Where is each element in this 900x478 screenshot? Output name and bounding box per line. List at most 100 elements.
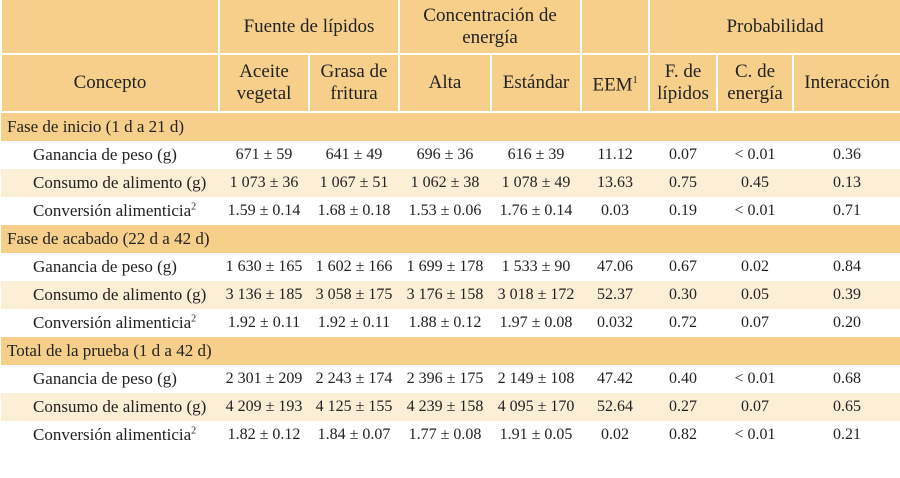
row-label: Conversión alimenticia2	[1, 309, 219, 337]
data-row: Ganancia de peso (g) 1 630 ± 165 1 602 ± 1…	[1, 253, 900, 281]
section-title: Total de la prueba (1 d a 42 d)	[1, 337, 900, 365]
cell: 1 078 ± 49	[491, 169, 582, 197]
section-row: Fase de acabado (22 d a 42 d)	[1, 225, 900, 253]
cell: 0.19	[669, 202, 698, 219]
data-row: Ganancia de peso (g) 2 301 ± 209 2 243 ± 1…	[1, 365, 900, 393]
section-title: Fase de inicio (1 d a 21 d)	[1, 112, 900, 141]
cell: < 0.01	[734, 370, 776, 387]
cell: 1.77 ± 0.08	[408, 426, 482, 443]
cell: 0.032	[597, 314, 634, 331]
footnote-mark: 2	[191, 313, 197, 325]
cell: 1 602 ± 166	[315, 258, 393, 275]
cell: 0.21	[833, 426, 862, 443]
group-header: Probabilidad	[648, 0, 900, 55]
cell: 1 067 ± 51	[309, 169, 400, 197]
cell: 0.40	[669, 370, 698, 387]
column-header: F. de lípidos	[648, 54, 719, 113]
cell: 1.59 ± 0.14	[227, 202, 301, 219]
section-title: Fase de acabado (22 d a 42 d)	[1, 225, 900, 253]
cell: 3 176 ± 158	[399, 281, 492, 309]
row-label: Ganancia de peso (g)	[1, 141, 219, 169]
data-row: Conversión alimenticia2 1.59 ± 0.14 1.68 ±…	[1, 197, 900, 225]
cell: 1.92 ± 0.11	[227, 314, 301, 331]
column-header-text: Alta	[428, 72, 462, 93]
column-header-text: EEM	[592, 74, 633, 96]
column-header-text: Aceite vegetal	[236, 61, 292, 104]
cell: 1 699 ± 178	[406, 258, 484, 275]
cell: 11.12	[597, 146, 633, 163]
row-label: Ganancia de peso (g)	[1, 365, 219, 393]
cell: 0.82	[669, 426, 698, 443]
cell: 4 125 ± 155	[309, 393, 400, 421]
data-table: Fuente de lípidos Concentración de energ…	[0, 0, 900, 449]
cell: < 0.01	[734, 202, 776, 219]
cell: 671 ± 59	[235, 146, 293, 163]
cell: 696 ± 36	[416, 146, 474, 163]
row-label-text: Conversión alimenticia	[33, 425, 192, 444]
column-header-text: Estándar	[502, 72, 570, 93]
header-blank	[0, 0, 220, 55]
data-row: Consumo de alimento (g) 1 073 ± 36 1 067 ±…	[1, 169, 900, 197]
cell: 0.02	[741, 258, 770, 275]
cell: 3 058 ± 175	[309, 281, 400, 309]
row-label-text: Conversión alimenticia	[33, 201, 192, 220]
cell: < 0.01	[734, 146, 776, 163]
cell: 3 018 ± 172	[491, 281, 582, 309]
cell: 0.07	[669, 146, 698, 163]
row-label-text: Ganancia de peso (g)	[33, 145, 177, 164]
cell: 0.68	[833, 370, 862, 387]
cell: 47.06	[597, 258, 634, 275]
row-label-text: Consumo de alimento (g)	[33, 397, 207, 416]
group-header: Fuente de lípidos	[217, 0, 401, 55]
cell: 0.39	[793, 281, 900, 309]
cell: 0.05	[717, 281, 794, 309]
cell: 0.67	[669, 258, 698, 275]
column-header: EEM1	[580, 54, 651, 113]
row-label: Conversión alimenticia2	[1, 421, 219, 449]
column-header-text: Interacción	[804, 72, 890, 93]
cell: 4 095 ± 170	[491, 393, 582, 421]
footnote-mark: 2	[191, 201, 197, 213]
cell: 1.97 ± 0.08	[499, 314, 573, 331]
cell: 0.75	[649, 169, 718, 197]
cell: 0.20	[833, 314, 862, 331]
column-header: Estándar	[490, 54, 583, 113]
row-label-text: Ganancia de peso (g)	[33, 257, 177, 276]
cell: 1.68 ± 0.18	[317, 202, 391, 219]
row-label: Conversión alimenticia2	[1, 197, 219, 225]
cell: 1.53 ± 0.06	[408, 202, 482, 219]
column-header-text: F. de lípidos	[657, 61, 709, 104]
cell: 0.03	[601, 202, 630, 219]
cell: 1.91 ± 0.05	[499, 426, 573, 443]
cell: 1.76 ± 0.14	[499, 202, 573, 219]
cell: 2 243 ± 174	[315, 370, 393, 387]
section-row: Fase de inicio (1 d a 21 d)	[1, 112, 900, 141]
column-header: Grasa de fritura	[307, 54, 401, 113]
footnote-mark: 1	[632, 74, 638, 86]
data-row: Consumo de alimento (g) 4 209 ± 193 4 125 …	[1, 393, 900, 421]
row-label: Ganancia de peso (g)	[1, 253, 219, 281]
column-header: Aceite vegetal	[218, 54, 310, 113]
cell: 2 301 ± 209	[225, 370, 303, 387]
cell: 1.88 ± 0.12	[408, 314, 482, 331]
column-header-text: C. de energía	[727, 61, 783, 104]
column-header: C. de energía	[716, 54, 795, 113]
cell: 641 ± 49	[325, 146, 383, 163]
column-header: Alta	[398, 54, 493, 113]
cell: 4 209 ± 193	[219, 393, 309, 421]
cell: 1 062 ± 38	[399, 169, 492, 197]
cell: 0.02	[601, 426, 630, 443]
row-label: Consumo de alimento (g)	[1, 281, 219, 309]
row-label-text: Consumo de alimento (g)	[33, 173, 207, 192]
cell: 52.37	[581, 281, 650, 309]
cell: 0.30	[649, 281, 718, 309]
cell: 4 239 ± 158	[399, 393, 492, 421]
cell: 0.45	[717, 169, 794, 197]
column-header-text: Grasa de fritura	[320, 61, 388, 104]
data-row: Conversión alimenticia2 1.92 ± 0.11 1.92 ±…	[1, 309, 900, 337]
cell: 1 533 ± 90	[501, 258, 571, 275]
cell: 2 396 ± 175	[406, 370, 484, 387]
cell: 0.72	[669, 314, 698, 331]
cell: 0.13	[793, 169, 900, 197]
